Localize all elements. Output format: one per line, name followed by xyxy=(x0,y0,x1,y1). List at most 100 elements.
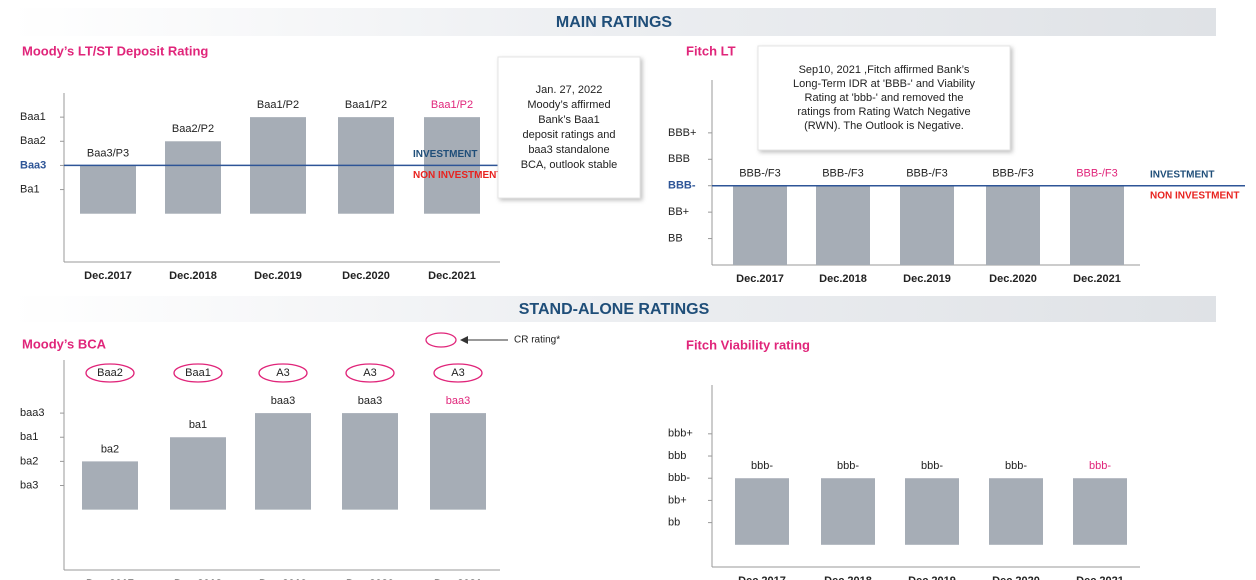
bar xyxy=(900,185,954,265)
bar xyxy=(342,413,398,510)
y-tick-label: BB xyxy=(668,232,683,244)
note-line: deposit ratings and xyxy=(523,129,616,141)
value-label: BBB-/F3 xyxy=(739,168,781,180)
cr-oval xyxy=(345,363,395,383)
note-line: Jan. 27, 2022 xyxy=(536,84,603,96)
value-label: Baa1/P2 xyxy=(431,99,473,111)
value-label: bbb- xyxy=(921,460,943,472)
x-tick-label: Dec.2020 xyxy=(989,273,1037,285)
bar xyxy=(821,478,875,545)
bar xyxy=(735,478,789,545)
bar xyxy=(430,413,486,510)
chart-title: Fitch Viability rating xyxy=(686,337,810,352)
legend-arrowhead xyxy=(460,336,468,344)
chart-title: Fitch LT xyxy=(686,43,736,58)
y-tick-label: bbb xyxy=(668,450,686,462)
x-tick-label: Dec.2019 xyxy=(903,273,951,285)
cr-oval xyxy=(258,363,308,383)
note-line: (RWN). The Outlook is Negative. xyxy=(804,120,964,132)
x-tick-label: Dec.2017 xyxy=(86,578,134,580)
y-tick-label: ba2 xyxy=(20,455,38,467)
y-tick-label: baa3 xyxy=(20,407,44,419)
note-line: Rating at 'bbb-' and removed the xyxy=(805,92,964,104)
x-tick-label: Dec.2021 xyxy=(1073,273,1121,285)
x-tick-label: Dec.2020 xyxy=(346,578,394,580)
threshold-above: INVESTMENT xyxy=(1150,169,1214,180)
bar xyxy=(255,413,311,510)
bar xyxy=(989,478,1043,545)
threshold-below: NON INVESTMENT xyxy=(413,170,502,181)
cr-label: Baa2 xyxy=(97,367,123,379)
section-title: STAND-ALONE RATINGS xyxy=(519,301,710,318)
value-label: BBB-/F3 xyxy=(906,168,948,180)
note-box xyxy=(757,45,1011,151)
y-tick-label: BBB- xyxy=(668,180,696,192)
value-label: ba2 xyxy=(101,443,119,455)
value-label: bbb- xyxy=(1089,460,1111,472)
legend-oval xyxy=(425,332,457,348)
bar xyxy=(80,165,136,214)
x-tick-label: Dec.2017 xyxy=(84,270,132,282)
value-label: baa3 xyxy=(446,395,470,407)
note-line: BCA, outlook stable xyxy=(521,159,618,171)
y-tick-label: Baa2 xyxy=(20,135,46,147)
x-tick-label: Dec.2019 xyxy=(254,270,302,282)
value-label: BBB-/F3 xyxy=(1076,168,1118,180)
bar xyxy=(733,185,787,265)
x-tick-label: Dec.2018 xyxy=(174,578,222,580)
bar xyxy=(905,478,959,545)
threshold-below: NON INVESTMENT xyxy=(1150,190,1239,201)
cr-oval xyxy=(173,363,223,383)
chart-title: Moody’s LT/ST Deposit Rating xyxy=(22,43,208,58)
y-tick-label: Ba1 xyxy=(20,183,40,195)
x-tick-label: Dec.2017 xyxy=(738,575,786,580)
cr-label: A3 xyxy=(451,367,464,379)
y-tick-label: Baa3 xyxy=(20,159,46,171)
value-label: Baa1/P2 xyxy=(345,99,387,111)
y-tick-label: ba3 xyxy=(20,479,38,491)
note-line: Sep10, 2021 ,Fitch affirmed Bank’s xyxy=(799,64,970,76)
cr-label: A3 xyxy=(276,367,289,379)
value-label: Baa2/P2 xyxy=(172,123,214,135)
bar xyxy=(82,461,138,510)
value-label: BBB-/F3 xyxy=(822,168,864,180)
x-tick-label: Dec.2018 xyxy=(169,270,217,282)
y-tick-label: bb+ xyxy=(668,494,687,506)
cr-oval xyxy=(433,363,483,383)
bar xyxy=(986,185,1040,265)
x-tick-label: Dec.2018 xyxy=(824,575,872,580)
note-line: Bank’s Baa1 xyxy=(538,114,600,126)
note-line: ratings from Rating Watch Negative xyxy=(797,106,970,118)
value-label: Baa3/P3 xyxy=(87,147,129,159)
note-box xyxy=(497,56,641,199)
x-tick-label: Dec.2017 xyxy=(736,273,784,285)
value-label: BBB-/F3 xyxy=(992,168,1034,180)
bar xyxy=(170,437,226,510)
x-tick-label: Dec.2021 xyxy=(434,578,482,580)
x-tick-label: Dec.2020 xyxy=(992,575,1040,580)
bar xyxy=(165,141,221,214)
y-tick-label: bbb- xyxy=(668,472,690,484)
x-tick-label: Dec.2021 xyxy=(1076,575,1124,580)
y-tick-label: BBB xyxy=(668,153,690,165)
y-tick-label: bbb+ xyxy=(668,428,693,440)
x-tick-label: Dec.2019 xyxy=(259,578,307,580)
y-tick-label: Baa1 xyxy=(20,111,46,123)
value-label: baa3 xyxy=(271,395,295,407)
value-label: bbb- xyxy=(837,460,859,472)
value-label: bbb- xyxy=(751,460,773,472)
cr-label: Baa1 xyxy=(185,367,211,379)
threshold-above: INVESTMENT xyxy=(413,149,477,160)
y-tick-label: BBB+ xyxy=(668,127,696,139)
chart-title: Moody’s BCA xyxy=(22,336,107,351)
bar xyxy=(1070,185,1124,265)
note-line: Moody’s affirmed xyxy=(527,99,610,111)
y-tick-label: ba1 xyxy=(20,431,38,443)
x-tick-label: Dec.2018 xyxy=(819,273,867,285)
section-band xyxy=(10,8,1216,36)
note-line: Long-Term IDR at 'BBB-' and Viability xyxy=(793,78,975,90)
bar xyxy=(816,185,870,265)
cr-label: A3 xyxy=(363,367,376,379)
cr-oval xyxy=(85,363,135,383)
